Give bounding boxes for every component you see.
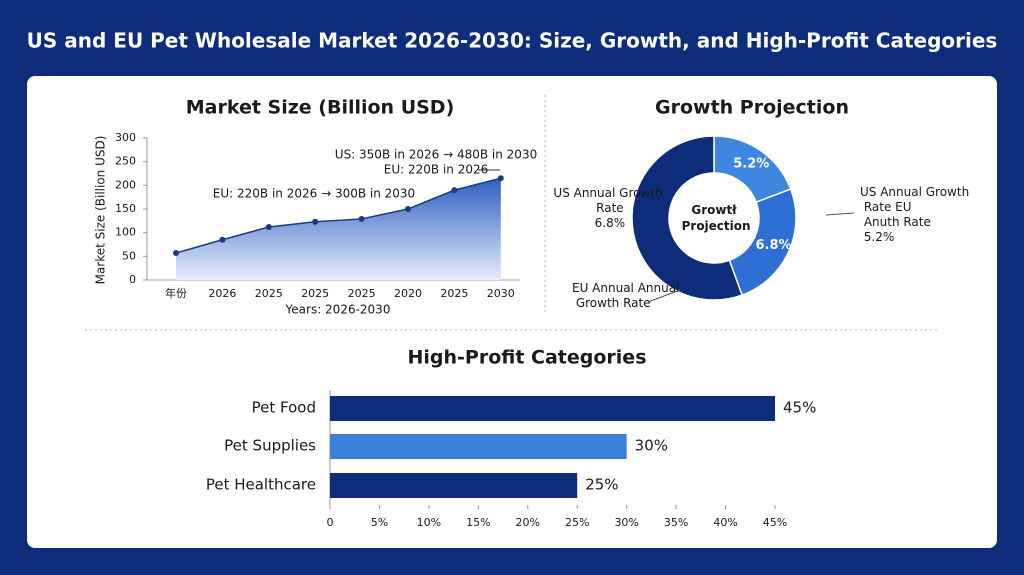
value-label: 45% — [783, 399, 816, 417]
bar — [330, 473, 578, 498]
annotation: EU: 220B in 2026 → 300B in 2030 — [213, 187, 415, 201]
bar — [330, 396, 775, 421]
category-label: Pet Food — [252, 399, 316, 417]
y-tick-label: 300 — [115, 131, 136, 144]
y-tick-label: 50 — [122, 249, 136, 262]
y-tick-label: 0 — [129, 273, 136, 286]
annotation: US Annual Growth Rate 6.8% — [553, 186, 662, 230]
x-axis-label: Years: 2026-2030 — [285, 303, 391, 317]
x-tick-label: 2025 — [301, 287, 329, 300]
x-tick-label: 0 — [327, 516, 334, 529]
annotation: EU Annual Annual Growth Rate — [572, 281, 679, 310]
x-tick-label: 40% — [713, 516, 737, 529]
x-tick-label: 10% — [417, 516, 441, 529]
page-title: US and EU Pet Wholesale Market 2026-2030… — [27, 29, 998, 53]
x-tick-label: 15% — [466, 516, 490, 529]
annotation: US Annual Growth Rate EU Anuth Rate 5.2% — [860, 185, 969, 244]
x-tick-label: 2030 — [487, 287, 515, 300]
point — [358, 215, 365, 222]
leader — [825, 212, 855, 216]
value-label: 25% — [585, 476, 618, 494]
x-tick-label: 2026 — [208, 287, 236, 300]
x-tick-label: 2025 — [255, 287, 283, 300]
point — [451, 187, 458, 194]
chart-title: Market Size (Billion USD) — [186, 97, 455, 119]
x-tick-label: 2025 — [440, 287, 468, 300]
point — [173, 250, 179, 257]
center-label: Growtł Projection — [677, 203, 750, 233]
area — [176, 178, 501, 280]
point — [312, 218, 319, 225]
x-tick-label: 30% — [614, 516, 638, 529]
point — [497, 175, 504, 182]
y-tick-label: 100 — [115, 226, 136, 239]
leader — [647, 289, 681, 303]
x-tick-label: 25% — [565, 516, 589, 529]
x-tick-label: 5% — [371, 516, 388, 529]
chart-title: Growth Projection — [655, 97, 849, 119]
line — [175, 177, 501, 254]
x-tick-label: 年份 — [165, 286, 187, 300]
category-label: Pet Healthcare — [206, 476, 316, 494]
annotation: EU: 220B in 2026 — [384, 163, 488, 177]
x-tick-label: 45% — [763, 516, 787, 529]
y-tick-label: 200 — [115, 178, 136, 191]
y-axis-label: Market Size (Billion USD) — [94, 136, 108, 285]
segment-label: 5.2% — [733, 157, 769, 172]
bar — [330, 434, 627, 459]
point — [405, 206, 411, 212]
point — [219, 236, 226, 243]
x-tick-label: 2025 — [348, 287, 376, 300]
y-tick-label: 250 — [115, 155, 136, 168]
y-tick-label: 150 — [115, 202, 136, 215]
x-tick-label: 20% — [516, 516, 540, 529]
x-tick-label: 2020 — [394, 287, 422, 300]
point — [265, 223, 272, 230]
chart-title: High-Profit Categories — [407, 347, 646, 369]
donut-segment — [728, 188, 797, 297]
value-label: 30% — [635, 437, 668, 455]
segment-label: 6.8% — [755, 238, 791, 253]
annotation: US: 350B in 2026 → 480B in 2030 — [335, 148, 537, 162]
x-tick-label: 35% — [664, 516, 688, 529]
donut-segment — [631, 135, 744, 301]
category-label: Pet Supplies — [224, 437, 316, 455]
